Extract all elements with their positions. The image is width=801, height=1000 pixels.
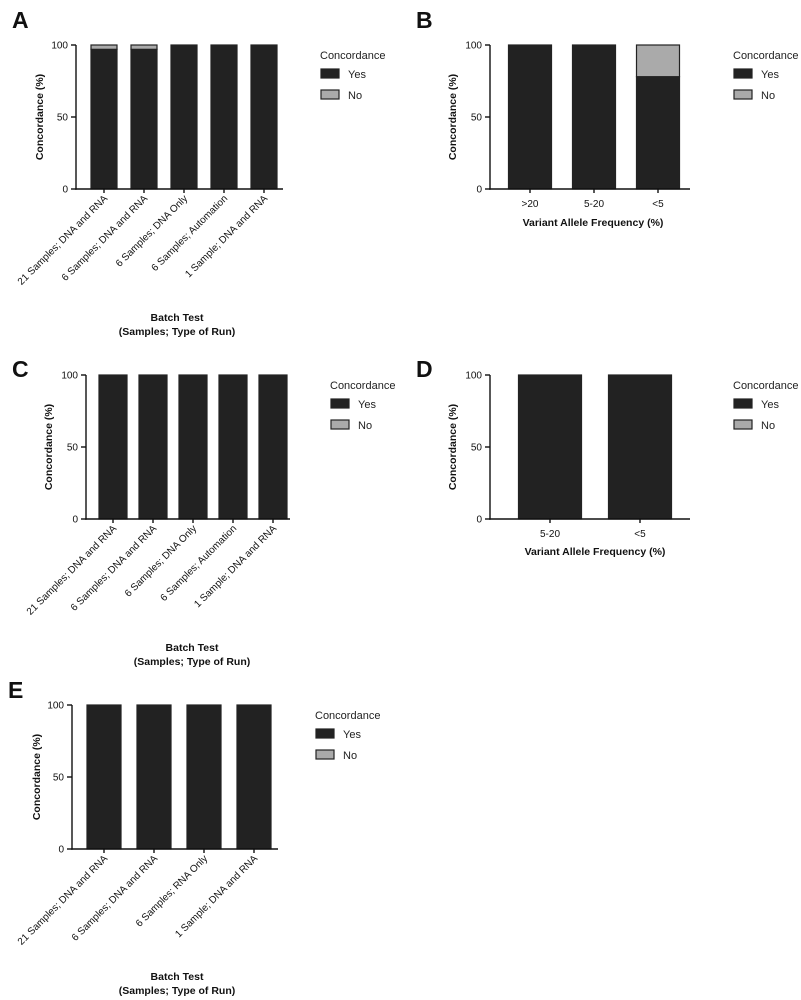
panel-a-bar-yes-2	[130, 48, 158, 190]
panel-e-category-label: 21 Samples; DNA and RNA	[16, 853, 110, 947]
panel-c-bar-yes-3	[178, 374, 208, 520]
panel-c-x-axis-title: Batch Test	[166, 642, 219, 654]
panel-c-y-tick-label: 0	[72, 515, 78, 526]
panel-b-x-axis-title: Variant Allele Frequency (%)	[523, 217, 664, 229]
panel-b-bar-yes-1	[507, 44, 553, 190]
panel-d-legend-title: Concordance	[733, 380, 798, 392]
panel-d-y-tick-label: 0	[476, 515, 482, 526]
panel-a-bar-yes-4	[210, 44, 238, 190]
panel-a-category-label: 1 Sample; DNA and RNA	[183, 193, 270, 280]
panel-d-y-axis-title: Concordance (%)	[447, 404, 459, 490]
panel-b-y-axis-title: Concordance (%)	[447, 74, 459, 160]
panel-b-y-tick-label: 0	[476, 185, 482, 196]
panel-c-letter: C	[12, 356, 29, 382]
panel-b-letter: B	[416, 7, 433, 33]
panel-a-bar-yes-5	[250, 44, 278, 190]
panel-d-category-label: <5	[634, 529, 646, 540]
panel-e-y-tick-label: 0	[58, 845, 64, 856]
panel-e-y-tick-label: 50	[53, 773, 65, 784]
panel-d-legend-swatch-no	[733, 419, 753, 430]
panel-b-y-tick-label: 50	[471, 113, 483, 124]
panel-c-legend-label-no: No	[358, 420, 372, 432]
panel-c-legend-swatch-no	[330, 419, 350, 430]
panel-d-legend-label-no: No	[761, 420, 775, 432]
panel-e-category-label: 6 Samples; DNA and RNA	[70, 853, 161, 944]
panel-a-letter: A	[12, 7, 29, 33]
panel-c-y-tick-label: 100	[61, 371, 78, 382]
panel-d-category-label: 5-20	[540, 529, 560, 540]
panel-b-bar-yes-3	[635, 76, 681, 190]
panel-a-x-axis-title: (Samples; Type of Run)	[119, 326, 235, 338]
panel-e-legend-label-no: No	[343, 750, 357, 762]
panel-e-bar-yes-4	[236, 704, 272, 850]
panel-e-legend-label-yes: Yes	[343, 729, 361, 741]
panel-b-bar-no-3	[635, 44, 681, 78]
panel-d-bar-yes-2	[607, 374, 673, 520]
panel-e-bar-yes-1	[86, 704, 122, 850]
panel-c-y-axis-title: Concordance (%)	[43, 404, 55, 490]
panel-d-bar-yes-1	[517, 374, 583, 520]
panel-c-y-tick-label: 50	[67, 443, 79, 454]
panel-a-x-axis-title: Batch Test	[151, 312, 204, 324]
panel-a-y-axis-title: Concordance (%)	[34, 74, 46, 160]
panel-a-y-tick-label: 50	[57, 113, 69, 124]
panel-a-legend-swatch-yes	[320, 68, 340, 79]
panel-e-y-axis-title: Concordance (%)	[31, 734, 43, 820]
panel-c-category-label: 6 Samples; DNA Only	[123, 523, 199, 599]
panel-e-bar-yes-2	[136, 704, 172, 850]
panel-a-bar-no-1	[90, 44, 118, 50]
panel-a-legend-label-yes: Yes	[348, 69, 366, 81]
panel-a-bar-yes-3	[170, 44, 198, 190]
panel-e-x-axis-title: (Samples; Type of Run)	[119, 985, 235, 997]
panel-e-x-axis-title: Batch Test	[151, 971, 204, 983]
panel-d-legend-label-yes: Yes	[761, 399, 779, 411]
panel-b-legend-label-yes: Yes	[761, 69, 779, 81]
panel-d-legend-swatch-yes	[733, 398, 753, 409]
panel-b-category-label: <5	[652, 199, 664, 210]
panel-c-bar-yes-2	[138, 374, 168, 520]
panel-a-legend-title: Concordance	[320, 50, 385, 62]
panel-b-legend-label-no: No	[761, 90, 775, 102]
panel-c-bar-yes-5	[258, 374, 288, 520]
panel-e-legend-title: Concordance	[315, 710, 380, 722]
panel-c-legend-label-yes: Yes	[358, 399, 376, 411]
panel-d-y-tick-label: 50	[471, 443, 483, 454]
panel-e-letter: E	[8, 677, 23, 703]
panel-c-legend-title: Concordance	[330, 380, 395, 392]
panel-c-x-axis-title: (Samples; Type of Run)	[134, 656, 250, 668]
panel-e-y-tick-label: 100	[47, 701, 64, 712]
panel-a-bar-yes-1	[90, 48, 118, 190]
panel-e-category-label: 1 Sample; DNA and RNA	[173, 853, 260, 940]
panel-b-y-tick-label: 100	[465, 41, 482, 52]
panel-d-x-axis-title: Variant Allele Frequency (%)	[525, 546, 666, 558]
panel-e-legend-swatch-no	[315, 749, 335, 760]
panel-a-y-tick-label: 0	[62, 185, 68, 196]
panel-e-legend-swatch-yes	[315, 728, 335, 739]
panel-d-letter: D	[416, 356, 433, 382]
panel-a-category-label: 6 Samples; Automation	[150, 193, 230, 273]
panel-c-category-label: 6 Samples; Automation	[159, 523, 239, 603]
panel-b-legend-swatch-yes	[733, 68, 753, 79]
panel-a-category-label: 6 Samples; DNA Only	[114, 193, 190, 269]
panel-e-bar-yes-3	[186, 704, 222, 850]
panel-a-bar-no-2	[130, 44, 158, 50]
panel-d-y-tick-label: 100	[465, 371, 482, 382]
panel-b-category-label: >20	[522, 199, 539, 210]
panel-c-bar-yes-1	[98, 374, 128, 520]
panel-b-legend-title: Concordance	[733, 50, 798, 62]
panel-b-bar-yes-2	[571, 44, 617, 190]
panel-c-legend-swatch-yes	[330, 398, 350, 409]
panel-a-legend-swatch-no	[320, 89, 340, 100]
panel-c-bar-yes-4	[218, 374, 248, 520]
panel-c-category-label: 1 Sample; DNA and RNA	[192, 523, 279, 610]
panel-b-legend-swatch-no	[733, 89, 753, 100]
panel-a-legend-label-no: No	[348, 90, 362, 102]
panel-b-category-label: 5-20	[584, 199, 604, 210]
panel-a-y-tick-label: 100	[51, 41, 68, 52]
